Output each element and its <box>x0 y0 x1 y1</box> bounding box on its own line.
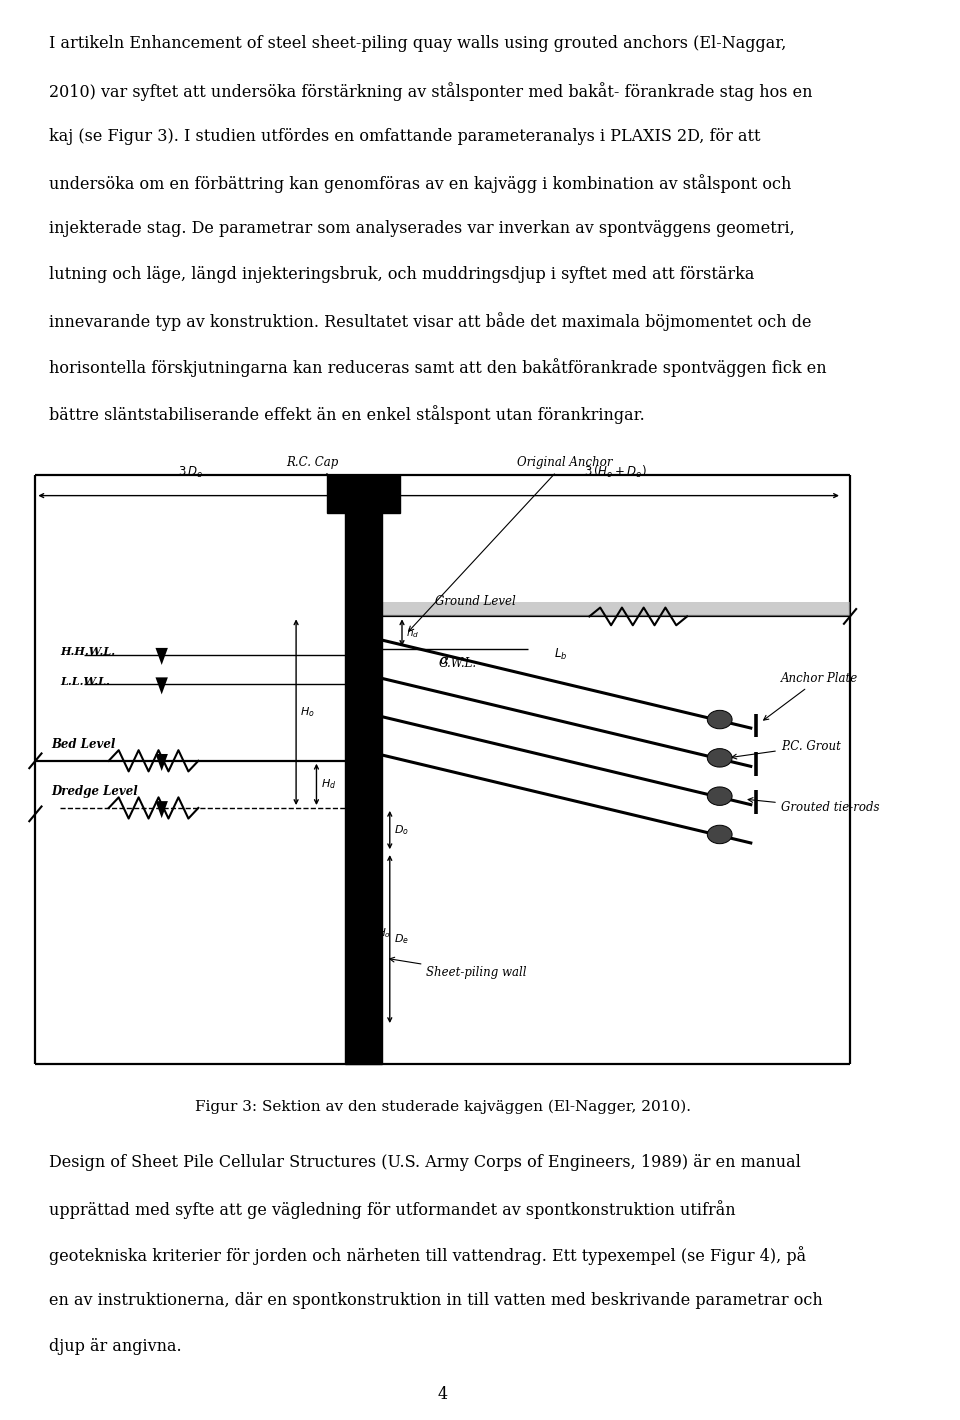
Ellipse shape <box>708 748 732 767</box>
Polygon shape <box>327 474 399 513</box>
Ellipse shape <box>708 825 732 843</box>
Text: bättre släntstabiliserande effekt än en enkel stålspont utan förankringar.: bättre släntstabiliserande effekt än en … <box>49 405 644 423</box>
Text: L.L.W.L.: L.L.W.L. <box>60 676 109 687</box>
Text: P.C. Grout: P.C. Grout <box>732 740 841 758</box>
Text: Grouted tie-rods: Grouted tie-rods <box>748 798 879 815</box>
Text: G.W.L.: G.W.L. <box>439 657 477 670</box>
Text: geotekniska kriterier för jorden och närheten till vattendrag. Ett typexempel (s: geotekniska kriterier för jorden och när… <box>49 1245 805 1265</box>
Text: Original Anchor: Original Anchor <box>409 456 612 630</box>
Text: djup är angivna.: djup är angivna. <box>49 1338 181 1355</box>
Polygon shape <box>156 801 168 818</box>
Text: Design of Sheet Pile Cellular Structures (U.S. Army Corps of Engineers, 1989) är: Design of Sheet Pile Cellular Structures… <box>49 1153 801 1170</box>
Text: $D_o$: $D_o$ <box>394 824 409 836</box>
Text: $3\,D_e$: $3\,D_e$ <box>178 464 203 480</box>
Polygon shape <box>382 602 850 616</box>
Text: $L_b$: $L_b$ <box>554 648 567 662</box>
Polygon shape <box>156 648 168 665</box>
Text: $H_o$: $H_o$ <box>300 706 315 719</box>
Polygon shape <box>345 474 382 1064</box>
Text: Bed Level: Bed Level <box>52 738 116 751</box>
Text: lutning och läge, längd injekteringsbruk, och muddringsdjup i syftet med att för: lutning och läge, längd injekteringsbruk… <box>49 266 754 283</box>
Text: H.H.W.L.: H.H.W.L. <box>60 646 115 657</box>
Polygon shape <box>156 754 168 771</box>
Text: $h_d$: $h_d$ <box>406 626 420 639</box>
Text: horisontella förskjutningarna kan reduceras samt att den bakåtförankrade spontvä: horisontella förskjutningarna kan reduce… <box>49 358 827 378</box>
Text: Ground Level: Ground Level <box>435 595 516 608</box>
Polygon shape <box>156 677 168 694</box>
Ellipse shape <box>708 787 732 805</box>
Text: en av instruktionerna, där en spontkonstruktion in till vatten med beskrivande p: en av instruktionerna, där en spontkonst… <box>49 1292 823 1309</box>
Text: injekterade stag. De parametrar som analyserades var inverkan av spontväggens ge: injekterade stag. De parametrar som anal… <box>49 220 795 237</box>
Text: undersöka om en förbättring kan genomföras av en kajvägg i kombination av stålsp: undersöka om en förbättring kan genomför… <box>49 173 791 193</box>
Text: $H_d$: $H_d$ <box>321 778 336 791</box>
Text: innevarande typ av konstruktion. Resultatet visar att både det maximala böjmomen: innevarande typ av konstruktion. Resulta… <box>49 312 811 331</box>
Text: 4: 4 <box>438 1386 447 1403</box>
Text: 2010) var syftet att undersöka förstärkning av stålsponter med bakåt- förankrade: 2010) var syftet att undersöka förstärkn… <box>49 81 812 101</box>
Text: Figur 3: Sektion av den studerade kajväggen (El-Nagger, 2010).: Figur 3: Sektion av den studerade kajväg… <box>195 1099 691 1115</box>
Ellipse shape <box>708 710 732 728</box>
Text: Anchor Plate: Anchor Plate <box>763 672 858 720</box>
Text: upprättad med syfte att ge vägledning för utformandet av spontkonstruktion utifr: upprättad med syfte att ge vägledning fö… <box>49 1200 735 1218</box>
Text: $\alpha$: $\alpha$ <box>439 655 449 667</box>
Text: Dredge Level: Dredge Level <box>52 785 138 798</box>
Text: $1.25\,H_o$: $1.25\,H_o$ <box>353 926 391 940</box>
Text: $3\,(H_o + D_e)$: $3\,(H_o + D_e)$ <box>585 464 647 480</box>
Text: $D_e$: $D_e$ <box>394 932 409 946</box>
Text: kaj (se Figur 3). I studien utfördes en omfattande parameteranalys i PLAXIS 2D, : kaj (se Figur 3). I studien utfördes en … <box>49 128 760 145</box>
Text: R.C. Cap: R.C. Cap <box>286 456 360 498</box>
Text: Sheet-piling wall: Sheet-piling wall <box>390 957 527 980</box>
Text: I artikeln Enhancement of steel sheet-piling quay walls using grouted anchors (E: I artikeln Enhancement of steel sheet-pi… <box>49 36 786 53</box>
